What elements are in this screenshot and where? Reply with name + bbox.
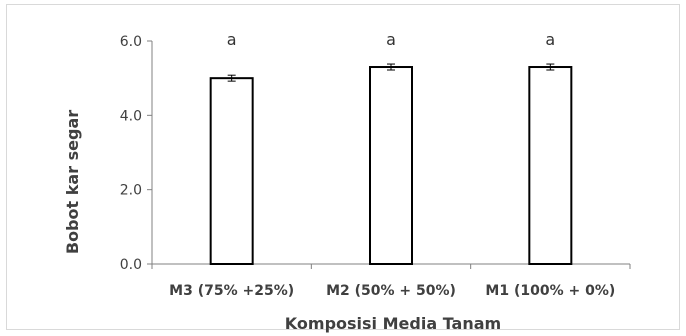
x-category-label: M1 (100% + 0%) [485,283,615,299]
y-axis-title: Bobot kar segar [63,110,82,254]
y-tick-label: 6.0 [120,34,142,50]
significance-label: a [227,30,237,49]
error-bar [227,74,236,82]
y-tick-label: 2.0 [120,183,142,199]
y-axis: 0.0 2.0 4.0 6.0 [120,34,153,273]
x-category-label: M2 (50% + 50%) [326,283,456,299]
error-bar [546,63,555,71]
x-axis-title: Komposisi Media Tanam [285,314,501,333]
significance-label: a [545,30,555,49]
significance-label: a [386,30,396,49]
error-bar [387,63,395,71]
bar [209,77,254,265]
y-tick-label: 4.0 [120,108,142,124]
x-category-label: M3 (75% +25%) [169,283,294,299]
bar [528,66,573,266]
y-tick-label: 0.0 [120,257,142,273]
bar [369,66,413,266]
x-axis: M3 (75% +25%) M2 (50% + 50%) M1 (100% + 0%… [151,263,631,299]
